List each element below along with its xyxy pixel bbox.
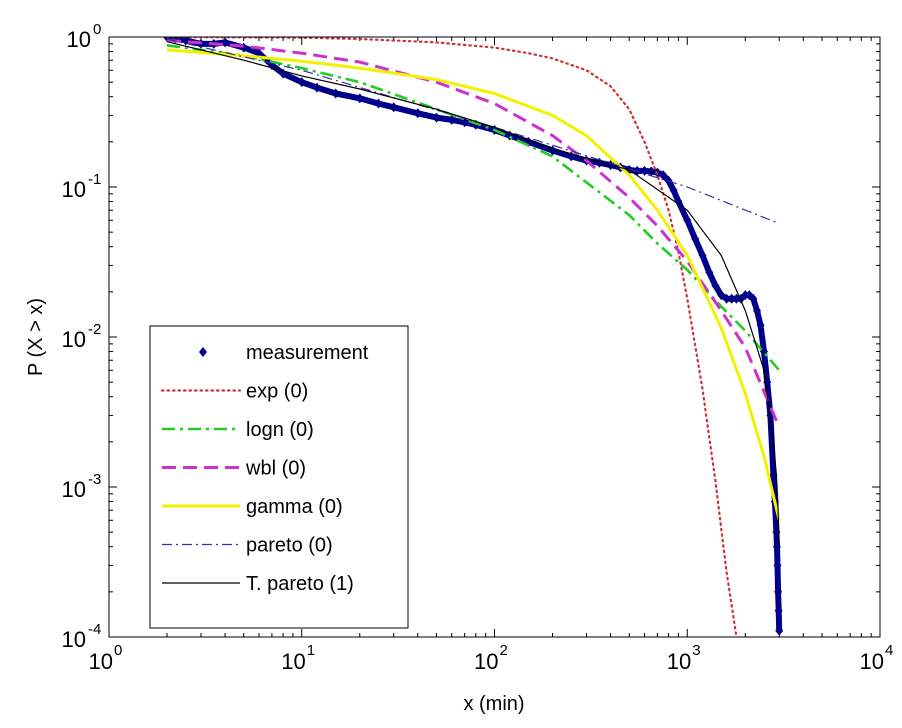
- y-tick-label: 10 -1: [62, 171, 102, 202]
- y-tick-label-base: 10: [62, 627, 86, 652]
- legend-entry: pareto (0): [162, 535, 333, 557]
- x-axis-label: x (min): [463, 693, 524, 715]
- y-tick-label-exponent: -1: [88, 171, 101, 188]
- y-tick-label-exponent: -2: [88, 321, 101, 338]
- x-tick-labels: 10 0 10 1 10 2 10 3 10 4: [89, 642, 894, 674]
- x-tick-label: 10 0: [89, 642, 123, 674]
- x-tick-label-exponent: 0: [114, 642, 122, 659]
- y-tick-label-exponent: 0: [93, 21, 101, 38]
- y-tick-label: 10 -3: [62, 471, 102, 502]
- y-tick-label-exponent: -4: [88, 621, 101, 638]
- x-tick-label-exponent: 2: [500, 642, 508, 659]
- y-tick-label: 10 0: [67, 21, 102, 52]
- series-pareto-0: [166, 38, 780, 225]
- legend-entry: logn (0): [162, 419, 314, 441]
- legend-label: wbl (0): [245, 458, 306, 480]
- legend-label: pareto (0): [246, 535, 333, 557]
- x-tick-label: 10 4: [860, 642, 894, 674]
- legend-box: [149, 325, 409, 629]
- y-tick-label-exponent: -3: [88, 471, 101, 488]
- x-tick-label: 10 3: [667, 642, 701, 674]
- series-line: [166, 38, 781, 428]
- x-tick-label-base: 10: [89, 649, 113, 674]
- legend-label: logn (0): [246, 419, 314, 441]
- y-tick-label-base: 10: [62, 177, 86, 202]
- legend-entry: T. pareto (1): [162, 573, 354, 595]
- legend: measurement exp (0) logn (0) wbl (0) gamma (…: [149, 325, 409, 629]
- legend-entry: gamma (0): [162, 496, 343, 518]
- y-tick-label-base: 10: [62, 477, 86, 502]
- y-tick-label-base: 10: [62, 327, 86, 352]
- legend-entry: measurement: [199, 342, 369, 364]
- x-tick-label-exponent: 3: [692, 642, 700, 659]
- legend-label: exp (0): [246, 381, 308, 403]
- series-line: [165, 37, 738, 637]
- x-tick-label-exponent: 1: [307, 642, 315, 659]
- y-tick-label: 10 -4: [62, 621, 102, 652]
- x-tick-label-base: 10: [667, 649, 691, 674]
- series-exp-0: [165, 37, 738, 637]
- legend-label: measurement: [246, 342, 369, 364]
- legend-entry: exp (0): [160, 381, 308, 403]
- legend-marker: [199, 347, 207, 357]
- y-axis-label: P (X > x): [25, 298, 47, 376]
- series-t-pareto-1: [166, 41, 780, 547]
- series-line: [166, 48, 781, 521]
- measurement-trace: [166, 37, 783, 631]
- y-tick-label-base: 10: [67, 27, 91, 52]
- series-wbl-0: [166, 38, 781, 428]
- x-tick-label-base: 10: [281, 649, 305, 674]
- plot-frame: [108, 36, 881, 638]
- x-tick-label-base: 10: [474, 649, 498, 674]
- series-line: [166, 44, 781, 372]
- minor-ticks: [109, 37, 880, 637]
- legend-label: T. pareto (1): [246, 573, 354, 595]
- y-tick-label: 10 -2: [62, 321, 102, 352]
- series-logn-0: [166, 44, 781, 372]
- series-line: [166, 38, 780, 225]
- x-tick-label: 10 1: [281, 642, 315, 674]
- series-gamma-0: [166, 48, 781, 521]
- series-layer: [163, 37, 784, 637]
- x-tick-label-exponent: 4: [885, 642, 893, 659]
- x-tick-label-base: 10: [860, 649, 884, 674]
- legend-label: gamma (0): [246, 496, 343, 518]
- x-tick-label: 10 2: [474, 642, 508, 674]
- legend-entry: wbl (0): [162, 458, 306, 480]
- series-line: [166, 41, 780, 547]
